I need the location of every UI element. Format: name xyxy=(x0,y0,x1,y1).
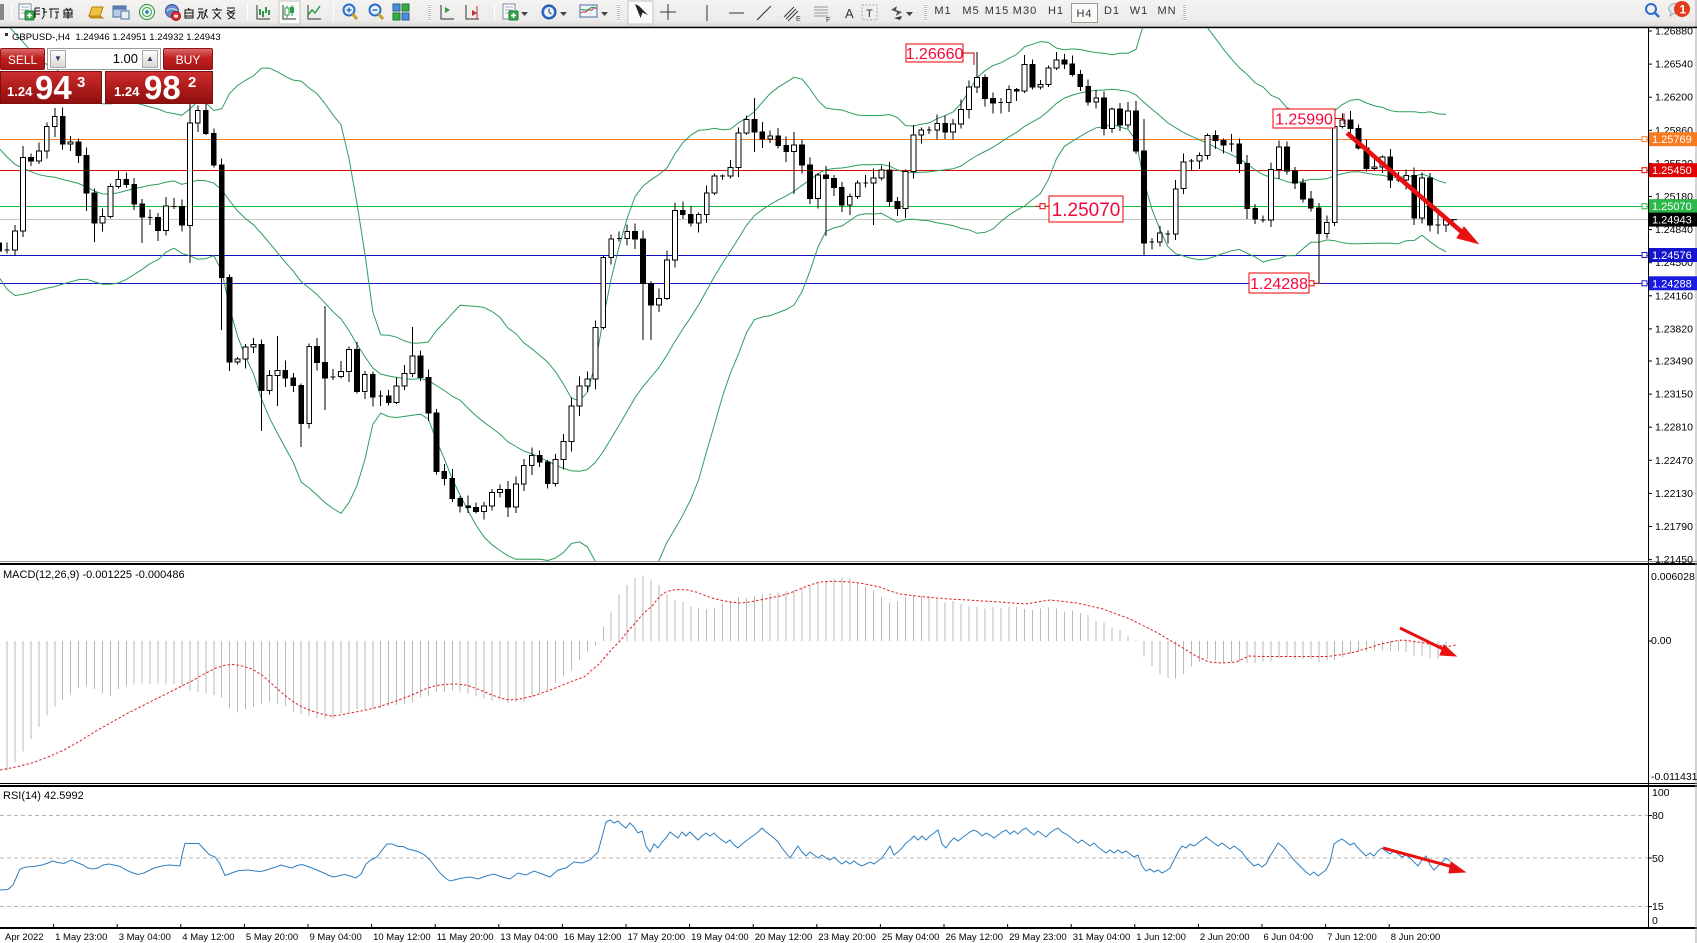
svg-text:MACD(12,26,9) -0.001225 -0.000: MACD(12,26,9) -0.001225 -0.000486 xyxy=(3,569,185,581)
svg-text:1.25070: 1.25070 xyxy=(1652,201,1692,213)
svg-text:3 May 04:00: 3 May 04:00 xyxy=(119,932,171,943)
svg-text:100: 100 xyxy=(1652,787,1670,799)
svg-text:23 May 20:00: 23 May 20:00 xyxy=(818,932,876,943)
svg-text:26 May 12:00: 26 May 12:00 xyxy=(946,932,1004,943)
svg-text:31 May 04:00: 31 May 04:00 xyxy=(1073,932,1131,943)
svg-text:29 May 23:00: 29 May 23:00 xyxy=(1009,932,1067,943)
svg-text:0.00: 0.00 xyxy=(1651,635,1672,647)
svg-text:20 May 12:00: 20 May 12:00 xyxy=(755,932,813,943)
svg-text:A: A xyxy=(845,6,854,21)
svg-text:1.24288: 1.24288 xyxy=(1652,278,1692,290)
svg-text:1.22130: 1.22130 xyxy=(1655,488,1693,500)
svg-text:1.24160: 1.24160 xyxy=(1655,290,1693,302)
svg-text:1.23490: 1.23490 xyxy=(1655,356,1693,368)
svg-text:T: T xyxy=(866,8,873,20)
svg-text:5 May 20:00: 5 May 20:00 xyxy=(246,932,298,943)
svg-text:1 Jun 12:00: 1 Jun 12:00 xyxy=(1136,932,1186,943)
svg-text:1: 1 xyxy=(1680,3,1687,17)
svg-text:1.22470: 1.22470 xyxy=(1655,455,1693,467)
svg-text:50: 50 xyxy=(1652,853,1664,865)
svg-text:16 May 12:00: 16 May 12:00 xyxy=(564,932,622,943)
svg-text:11 May 20:00: 11 May 20:00 xyxy=(437,932,494,943)
svg-text:1.24576: 1.24576 xyxy=(1652,250,1692,262)
svg-text:1.26540: 1.26540 xyxy=(1655,59,1693,71)
svg-text:1.26200: 1.26200 xyxy=(1655,92,1693,104)
svg-text:0.006028: 0.006028 xyxy=(1651,571,1695,583)
svg-text:1.25769: 1.25769 xyxy=(1652,134,1692,146)
svg-text:4 May 12:00: 4 May 12:00 xyxy=(182,932,234,943)
svg-text:19 May 04:00: 19 May 04:00 xyxy=(691,932,749,943)
svg-text:9 May 04:00: 9 May 04:00 xyxy=(310,932,362,943)
svg-text:-0.011431: -0.011431 xyxy=(1651,771,1697,783)
svg-text:1.24943: 1.24943 xyxy=(1652,215,1692,227)
svg-text:RSI(14) 42.5992: RSI(14) 42.5992 xyxy=(3,790,84,802)
svg-text:1.23820: 1.23820 xyxy=(1655,323,1693,335)
svg-text:2 Jun 20:00: 2 Jun 20:00 xyxy=(1200,932,1250,943)
svg-text:15: 15 xyxy=(1652,901,1664,913)
svg-text:1.24840: 1.24840 xyxy=(1655,224,1693,236)
svg-text:F: F xyxy=(826,17,830,24)
svg-text:1.21450: 1.21450 xyxy=(1655,554,1693,566)
svg-text:1.25070: 1.25070 xyxy=(1052,200,1121,221)
svg-text:1.24288: 1.24288 xyxy=(1250,276,1308,293)
svg-text:6 Jun 04:00: 6 Jun 04:00 xyxy=(1264,932,1314,943)
svg-text:8 Jun 20:00: 8 Jun 20:00 xyxy=(1391,932,1441,943)
svg-text:17 May 20:00: 17 May 20:00 xyxy=(628,932,686,943)
svg-text:25 May 04:00: 25 May 04:00 xyxy=(882,932,940,943)
svg-text:GBPUSD-,H4 1.24946 1.24951 1.: GBPUSD-,H4 1.24946 1.24951 1.24932 1.249… xyxy=(12,32,221,43)
svg-text:1.26660: 1.26660 xyxy=(906,46,964,63)
svg-text:1.22810: 1.22810 xyxy=(1655,422,1693,434)
svg-text:7 Jun 12:00: 7 Jun 12:00 xyxy=(1327,932,1377,943)
svg-text:Apr 2022: Apr 2022 xyxy=(5,932,44,943)
svg-text:1.23150: 1.23150 xyxy=(1655,389,1693,401)
svg-text:1 May 23:00: 1 May 23:00 xyxy=(55,932,107,943)
svg-text:1.26880: 1.26880 xyxy=(1655,26,1693,38)
svg-text:0: 0 xyxy=(1652,915,1658,927)
svg-text:80: 80 xyxy=(1652,810,1664,822)
svg-text:10 May 12:00: 10 May 12:00 xyxy=(373,932,431,943)
svg-text:1.21790: 1.21790 xyxy=(1655,521,1693,533)
svg-text:13 May 04:00: 13 May 04:00 xyxy=(500,932,558,943)
svg-text:E: E xyxy=(796,16,801,23)
svg-text:1.25990: 1.25990 xyxy=(1275,111,1333,128)
svg-text:1.25450: 1.25450 xyxy=(1652,165,1692,177)
